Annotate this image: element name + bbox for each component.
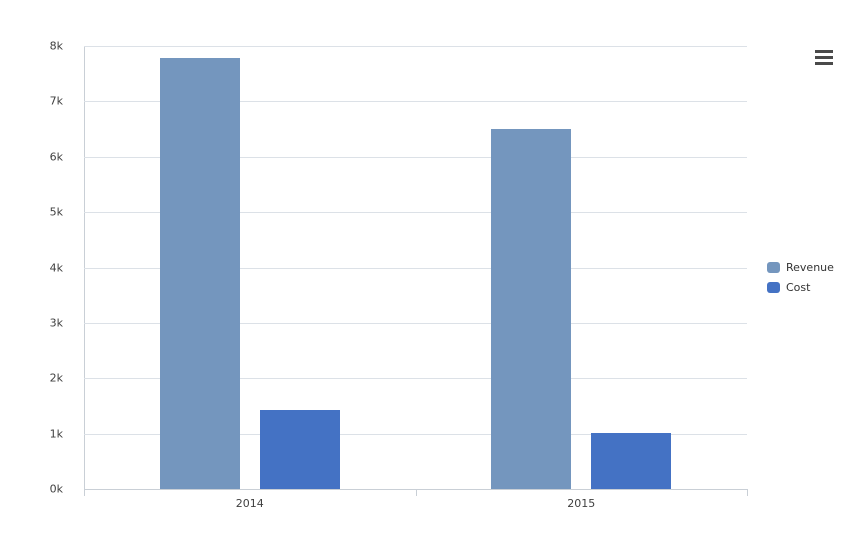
gridline: [84, 156, 747, 158]
menu-line: [815, 49, 833, 53]
y-axis-label: 8k: [49, 39, 63, 53]
gridline: [84, 101, 747, 103]
legend-item-cost[interactable]: Cost: [767, 281, 834, 294]
hamburger-menu-icon[interactable]: [811, 45, 837, 69]
x-axis-label: 2014: [235, 497, 264, 510]
y-axis-label: 6k: [49, 150, 63, 164]
x-axis-tick: [415, 489, 417, 496]
legend-label: Cost: [786, 281, 811, 294]
bar-cost-2014[interactable]: [259, 410, 340, 489]
gridline: [84, 46, 747, 47]
y-axis-label: 1k: [49, 427, 63, 441]
gridline: [84, 378, 747, 380]
y-axis-label: 4k: [49, 261, 63, 274]
y-axis-label: 2k: [49, 371, 63, 385]
gridline: [84, 267, 747, 269]
x-axis-tick: [747, 489, 748, 496]
x-axis-label: 2015: [567, 497, 596, 510]
y-axis-label: 7k: [49, 94, 63, 108]
gridline: [84, 212, 747, 214]
bar-cost-2015[interactable]: [591, 433, 672, 489]
menu-line: [815, 61, 833, 65]
bar-revenue-2015[interactable]: [491, 129, 572, 489]
legend-label: Revenue: [786, 261, 834, 274]
gridline: [84, 433, 747, 435]
menu-line: [815, 55, 833, 59]
gridline: [84, 322, 747, 324]
legend-swatch-icon: [767, 282, 780, 293]
plot-area: [84, 46, 748, 496]
y-axis-label: 0k: [49, 482, 63, 496]
bar-revenue-2014[interactable]: [159, 58, 240, 489]
legend: Revenue Cost: [767, 261, 834, 301]
y-axis-line: [84, 46, 85, 496]
y-axis-label: 3k: [49, 316, 63, 330]
legend-item-revenue[interactable]: Revenue: [767, 261, 834, 274]
y-axis-label: 5k: [49, 205, 63, 219]
legend-swatch-icon: [767, 262, 780, 273]
